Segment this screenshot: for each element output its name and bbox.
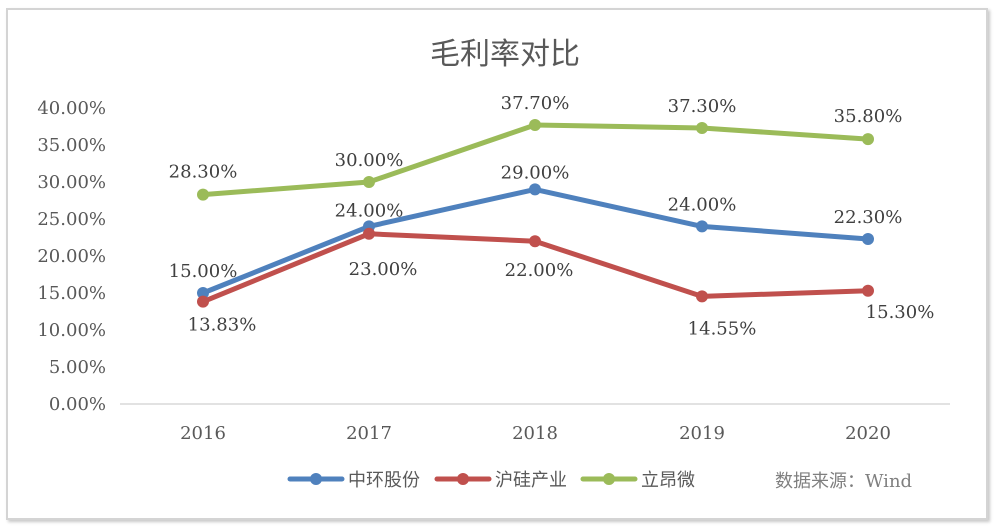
data-label: 37.70% — [501, 93, 570, 114]
data-point — [696, 290, 708, 303]
legend-label-2: 立昂微 — [641, 470, 695, 491]
y-tick-label: 35.00% — [37, 135, 106, 156]
source-note: 数据来源：Wind — [775, 471, 912, 492]
data-label: 13.83% — [188, 315, 257, 336]
data-label: 22.30% — [834, 207, 903, 228]
data-label: 30.00% — [335, 150, 404, 171]
data-label: 24.00% — [335, 200, 404, 221]
data-label: 14.55% — [688, 318, 757, 339]
data-point — [862, 133, 874, 146]
data-point — [197, 287, 209, 299]
data-point — [529, 119, 541, 132]
data-label: 15.30% — [866, 302, 935, 323]
data-point — [529, 183, 541, 196]
data-point — [696, 220, 708, 233]
legend-label-0: 中环股份 — [348, 470, 420, 491]
legend-label-1: 沪硅产业 — [495, 470, 567, 491]
data-label: 23.00% — [349, 259, 418, 280]
y-tick-label: 15.00% — [37, 283, 106, 304]
data-label: 29.00% — [501, 162, 570, 183]
data-label: 15.00% — [169, 261, 238, 282]
data-point — [363, 227, 375, 240]
x-tick-label: 2020 — [845, 423, 891, 444]
chart-frame — [6, 8, 988, 520]
data-point — [862, 232, 874, 245]
y-tick-label: 0.00% — [49, 394, 106, 415]
chart-title: 毛利率对比 — [430, 37, 580, 72]
y-tick-label: 30.00% — [37, 172, 106, 193]
data-point — [197, 188, 209, 201]
x-tick-label: 2018 — [512, 423, 558, 444]
legend-marker-0 — [310, 473, 322, 485]
legend-marker-2 — [603, 473, 615, 485]
data-label: 24.00% — [668, 194, 737, 215]
data-label: 37.30% — [668, 96, 737, 117]
data-point — [529, 235, 541, 248]
data-label: 28.30% — [169, 162, 238, 183]
y-tick-label: 10.00% — [37, 320, 106, 341]
data-label: 35.80% — [834, 106, 903, 127]
data-point — [197, 295, 209, 308]
legend-marker-1 — [457, 473, 469, 485]
y-tick-label: 20.00% — [37, 246, 106, 267]
x-tick-label: 2017 — [346, 423, 392, 444]
data-label: 22.00% — [505, 260, 574, 281]
y-tick-label: 25.00% — [37, 209, 106, 230]
y-tick-label: 5.00% — [49, 357, 106, 378]
data-point — [363, 176, 375, 188]
x-tick-label: 2016 — [180, 423, 226, 444]
data-point — [862, 284, 874, 297]
y-tick-label: 40.00% — [37, 98, 106, 119]
x-tick-label: 2019 — [679, 423, 725, 444]
data-point — [696, 121, 708, 134]
